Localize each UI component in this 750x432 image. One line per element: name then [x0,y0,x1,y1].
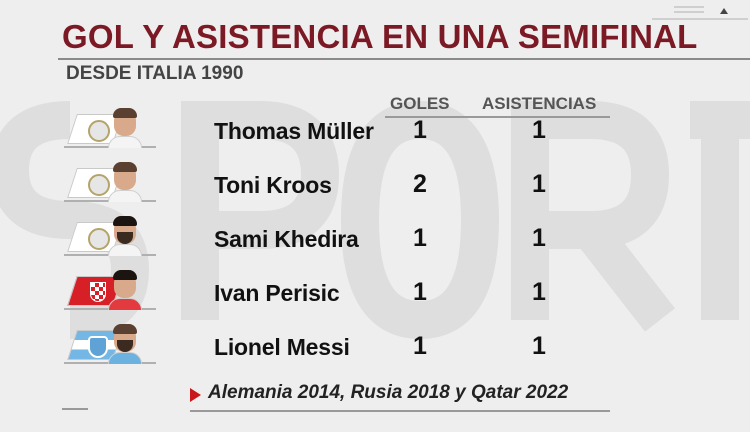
table-row: Thomas Müller 1 1 [0,108,750,162]
top-rule-dash [674,11,704,13]
header-divider [385,116,610,118]
table-row: Lionel Messi 1 1 [0,324,750,378]
footer-divider [190,410,610,412]
table-row: Sami Khedira 1 1 [0,216,750,270]
goals-value: 1 [413,332,427,360]
player-name: Lionel Messi [214,334,350,360]
assists-value: 1 [532,224,546,252]
column-header-goals: GOLES [390,94,450,113]
player-photo [108,108,142,148]
footer-note-text: Alemania 2014, Rusia 2018 y Qatar 2022 [208,382,569,403]
player-name: Ivan Perisic [214,280,340,306]
germany-crest-icon [88,174,110,196]
table-row: Toni Kroos 2 1 [0,162,750,216]
player-name: Thomas Müller [214,118,374,144]
assists-value: 1 [532,170,546,198]
player-badge [64,162,156,202]
player-name: Sami Khedira [214,226,359,252]
player-badge [64,270,156,310]
page-title: GOL Y ASISTENCIA EN UNA SEMIFINAL [62,18,698,55]
germany-crest-icon [88,228,110,250]
bottom-left-mark [62,408,88,410]
assists-value: 1 [532,116,546,144]
goals-value: 2 [413,170,427,198]
caret-up-icon [720,8,728,14]
goals-value: 1 [413,116,427,144]
player-badge [64,216,156,256]
germany-crest-icon [88,120,110,142]
player-badge [64,324,156,364]
top-corner-decoration [650,2,750,22]
player-photo [108,324,142,364]
table-row: Ivan Perisic 1 1 [0,270,750,324]
title-divider [58,58,750,60]
player-photo [108,216,142,256]
player-name: Toni Kroos [214,172,332,198]
goals-value: 1 [413,224,427,252]
croatia-crest-icon [90,282,106,302]
top-rule-dash [674,6,704,8]
player-photo [108,162,142,202]
column-header-assists: ASISTENCIAS [482,94,597,113]
argentina-crest-icon [88,336,108,358]
page-subtitle: DESDE ITALIA 1990 [66,63,244,84]
assists-value: 1 [532,332,546,360]
player-photo [108,270,142,310]
top-rule-line [652,18,748,20]
goals-value: 1 [413,278,427,306]
player-badge [64,108,156,148]
assists-value: 1 [532,278,546,306]
play-triangle-icon [190,388,201,402]
